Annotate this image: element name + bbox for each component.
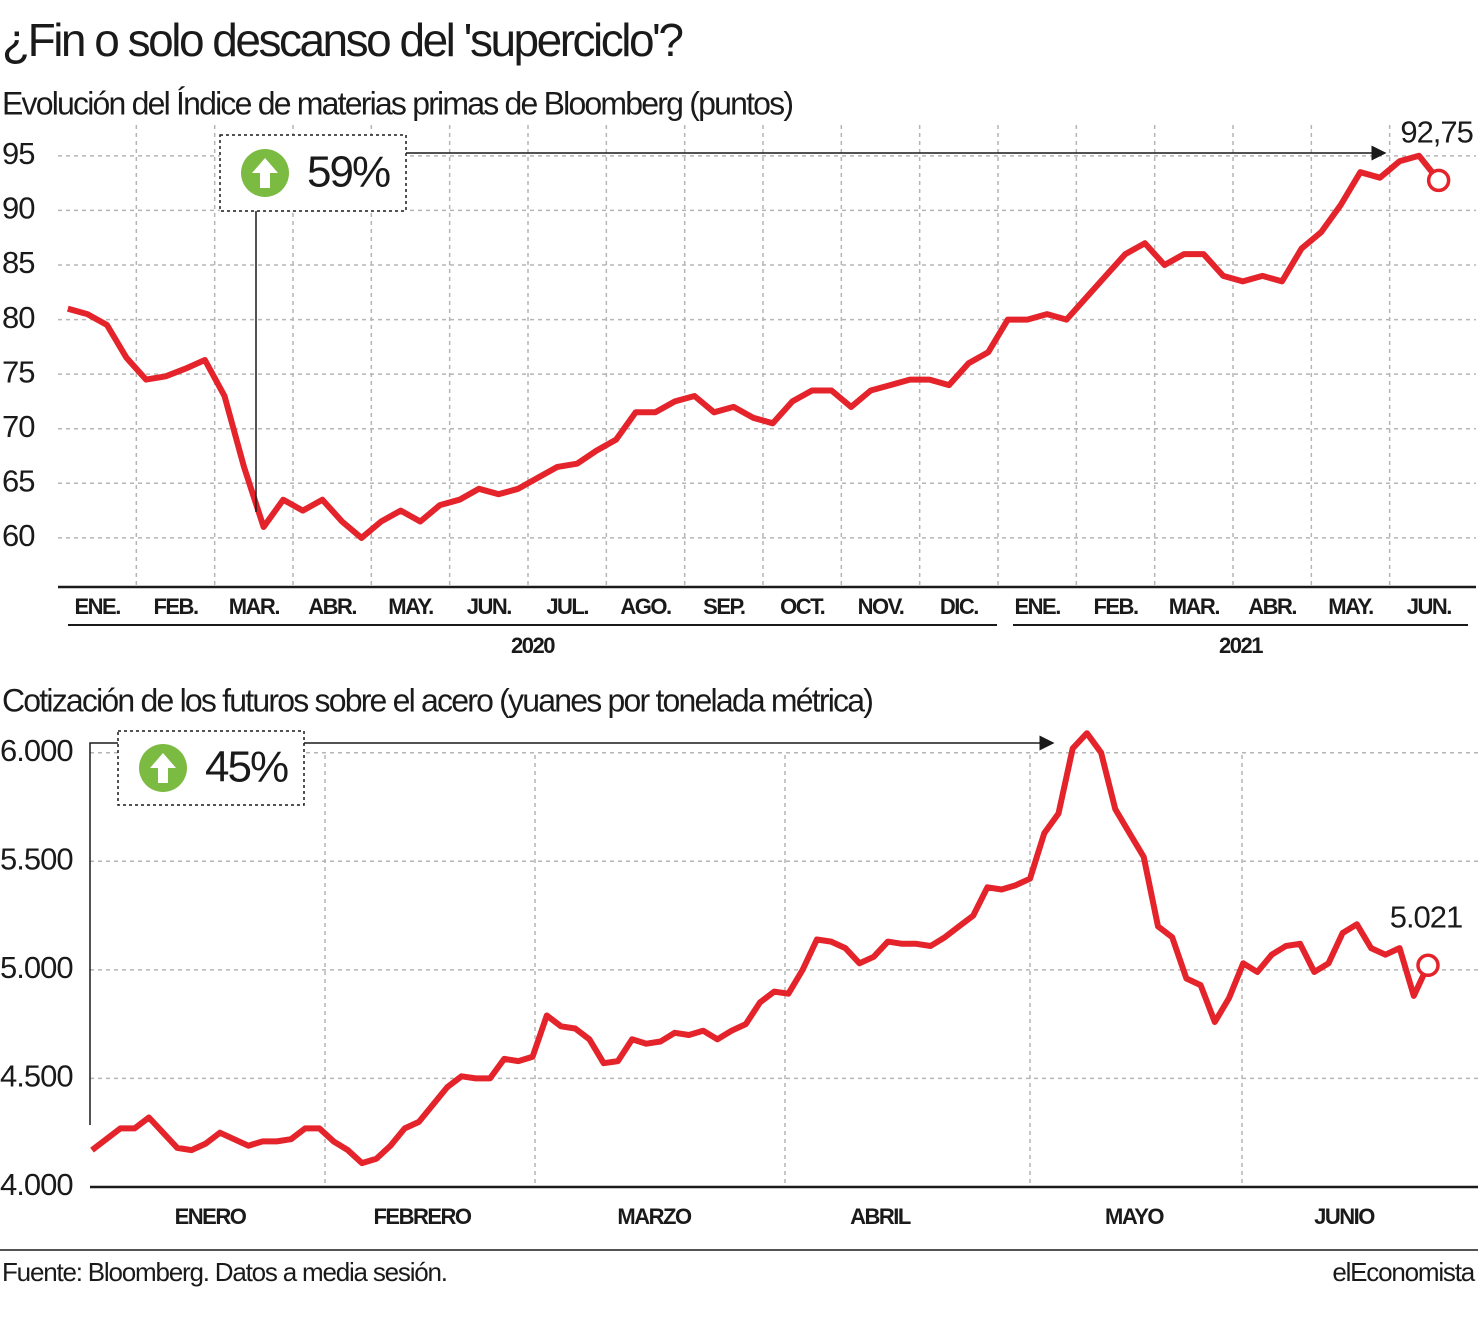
end-marker <box>1426 168 1451 193</box>
year-label: 2020 <box>511 633 555 658</box>
x-tick-label: MAYO <box>1105 1204 1164 1229</box>
x-tick-label: MAY. <box>1328 594 1373 619</box>
x-tick-label: MARZO <box>617 1204 692 1229</box>
x-tick-label: DIC. <box>940 594 978 619</box>
x-tick-label: MAR. <box>1169 594 1220 619</box>
x-tick-label: SEP. <box>703 594 745 619</box>
x-tick-label: JUNIO <box>1314 1204 1375 1229</box>
x-tick-label: ABR. <box>308 594 356 619</box>
x-tick-label: OCT. <box>780 594 825 619</box>
x-tick-label: ABR. <box>1248 594 1296 619</box>
y-tick-label: 60 <box>2 518 35 553</box>
change-label: 59% <box>307 148 390 197</box>
x-tick-label: JUN. <box>1407 594 1452 619</box>
x-tick-label: ENE. <box>1014 594 1060 619</box>
up-arrow <box>252 158 278 188</box>
end-label: 5.021 <box>1390 899 1463 934</box>
y-tick-label: 85 <box>2 245 34 280</box>
y-tick-label: 65 <box>2 463 34 498</box>
data-line <box>67 152 1441 541</box>
pointer <box>89 742 118 1125</box>
x-tick-label: FEBRERO <box>373 1204 471 1229</box>
y-tick-label: 4.500 <box>0 1059 73 1094</box>
x-tick-label: ENERO <box>175 1204 247 1229</box>
y-tick-label: 6.000 <box>0 733 73 768</box>
title: ¿Fin o solo descanso del 'superciclo'? <box>2 14 682 66</box>
data-line <box>90 730 1431 1167</box>
x-tick-label: ABRIL <box>850 1204 911 1229</box>
y-tick-label: 4.000 <box>0 1167 73 1202</box>
end-marker <box>1416 953 1440 978</box>
year-label: 2021 <box>1219 633 1263 658</box>
y-tick-label: 70 <box>2 409 35 444</box>
up-arrow <box>150 753 176 783</box>
y-tick-label: 5.000 <box>0 950 73 985</box>
x-tick-label: AGO. <box>620 594 671 619</box>
x-tick-label: ENE. <box>74 594 120 619</box>
subtitle: Cotización de los futuros sobre el acero… <box>2 682 872 718</box>
y-tick-label: 80 <box>2 300 35 335</box>
x-tick-label: FEB. <box>1093 594 1138 619</box>
brand: elEconomista <box>1332 1257 1475 1287</box>
y-tick-label: 95 <box>2 136 34 171</box>
subtitle: Evolución del Índice de materias primas … <box>2 85 792 121</box>
y-tick-label: 5.500 <box>0 841 73 876</box>
x-tick-label: MAR. <box>229 594 280 619</box>
end-label: 92,75 <box>1400 115 1473 150</box>
x-tick-label: JUN. <box>467 594 512 619</box>
change-label: 45% <box>205 743 288 792</box>
source: Fuente: Bloomberg. Datos a media sesión. <box>2 1257 447 1287</box>
y-tick-label: 75 <box>2 354 34 389</box>
x-tick-label: NOV. <box>858 594 904 619</box>
x-tick-label: MAY. <box>388 594 433 619</box>
x-tick-label: JUL. <box>546 594 588 619</box>
y-tick-label: 90 <box>2 191 35 226</box>
x-tick-label: FEB. <box>153 594 198 619</box>
